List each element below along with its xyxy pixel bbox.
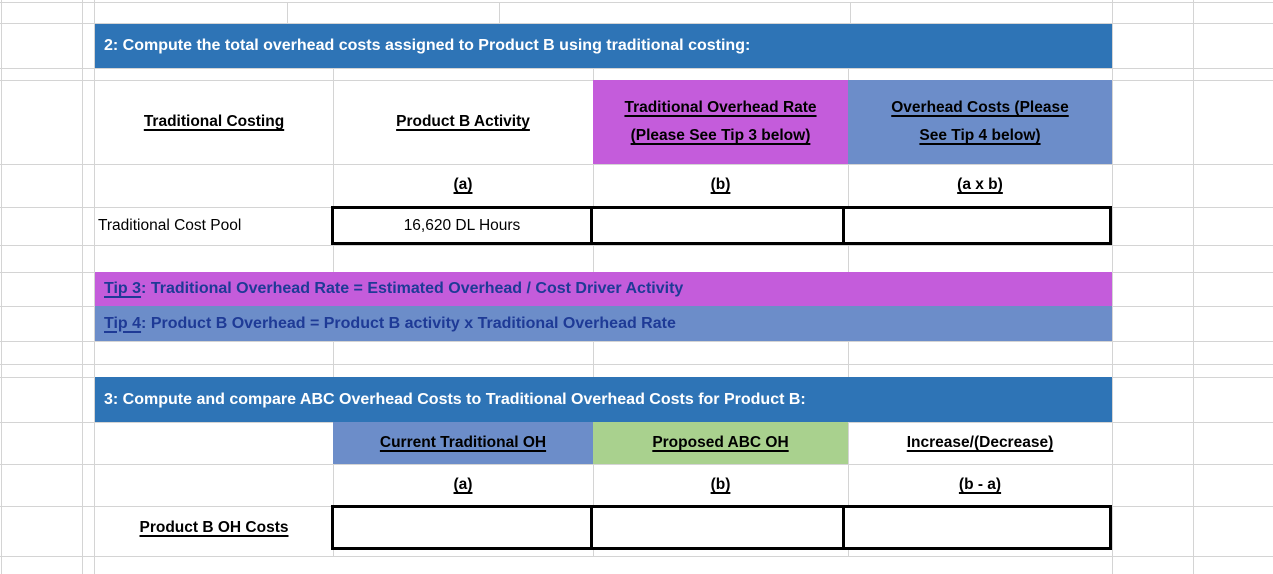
tip3-bar: Tip 3: Traditional Overhead Rate = Estim… [95, 272, 1112, 306]
tip4-text: : Product B Overhead = Product B activit… [141, 314, 676, 332]
tip3-label: Tip 3 [104, 280, 142, 297]
gridline [0, 23, 1273, 24]
formula-axb: (a x b) [848, 164, 1112, 206]
gridline [0, 556, 1273, 557]
row-label-text: Traditional Cost Pool [98, 216, 242, 234]
formula-b-minus-a: (b - a) [848, 464, 1112, 506]
cell-increase-decrease-input[interactable] [845, 508, 1109, 547]
cell-product-b-activity-value[interactable]: 16,620 DL Hours [334, 209, 593, 242]
section2-title: 2: Compute the total overhead costs assi… [104, 37, 751, 54]
section3-title-bar: 3: Compute and compare ABC Overhead Cost… [95, 377, 1112, 422]
tip4-label: Tip 4 [104, 314, 142, 332]
col-header-label: Increase/(Decrease) [906, 434, 1054, 452]
gridline [850, 2, 851, 23]
col-header-traditional-overhead-rate: Traditional Overhead Rate (Please See Ti… [593, 80, 848, 164]
section3-title: 3: Compute and compare ABC Overhead Cost… [104, 390, 806, 408]
formula-label: (a x b) [957, 176, 1003, 193]
col-header-product-b-activity: Product B Activity [333, 80, 593, 164]
col-header-label: Proposed ABC OH [652, 434, 789, 452]
section3-entry-row [331, 505, 1112, 550]
formula-label: (a) [453, 476, 473, 493]
col-header-increase-decrease: Increase/(Decrease) [848, 422, 1112, 464]
gridline [0, 364, 1273, 365]
gridline [0, 164, 1273, 165]
gridline [0, 2, 1273, 3]
gridline [94, 0, 95, 574]
col-header-label: Overhead Costs (Please See Tip 4 below) [891, 99, 1069, 144]
gridline [0, 245, 1273, 246]
gridline [82, 0, 83, 574]
gridline [1112, 0, 1113, 574]
col-header-label: Traditional Costing [143, 113, 285, 131]
activity-value-text: 16,620 DL Hours [403, 216, 521, 234]
col-header-overhead-costs: Overhead Costs (Please See Tip 4 below) [848, 80, 1112, 164]
formula-b-bottom: (b) [593, 464, 848, 506]
gridline [1, 0, 2, 574]
formula-label: (b - a) [958, 476, 1002, 493]
col-header-label: Traditional Overhead Rate (Please See Ti… [624, 99, 817, 144]
cell-overhead-costs-input[interactable] [845, 209, 1109, 242]
cell-current-traditional-oh-input[interactable] [334, 508, 593, 547]
gridline [0, 68, 1273, 69]
gridline [287, 2, 288, 23]
formula-label: (b) [710, 476, 731, 493]
gridline [1193, 0, 1194, 574]
formula-b: (b) [593, 164, 848, 206]
formula-label: (b) [710, 176, 731, 193]
col-header-label: Current Traditional OH [379, 434, 547, 452]
col-header-traditional-costing: Traditional Costing [95, 80, 333, 164]
col-header-proposed-abc-oh: Proposed ABC OH [593, 422, 848, 464]
gridline [0, 464, 1273, 465]
formula-a: (a) [333, 164, 593, 206]
cell-proposed-abc-oh-input[interactable] [593, 508, 845, 547]
cell-traditional-overhead-rate-input[interactable] [593, 209, 845, 242]
gridline [0, 341, 1273, 342]
section2-entry-row: 16,620 DL Hours [331, 206, 1112, 245]
tip4-bar: Tip 4: Product B Overhead = Product B ac… [95, 306, 1112, 341]
gridline [499, 2, 500, 23]
col-header-label: Product B Activity [396, 113, 530, 131]
row-label-text: Product B OH Costs [139, 518, 289, 536]
section2-title-bar: 2: Compute the total overhead costs assi… [95, 24, 1112, 68]
tip3-text: : Traditional Overhead Rate = Estimated … [141, 280, 684, 297]
row-label-product-b-oh-costs: Product B OH Costs [95, 505, 333, 550]
row-label-traditional-cost-pool: Traditional Cost Pool [98, 206, 331, 245]
formula-a-bottom: (a) [333, 464, 593, 506]
col-header-current-traditional-oh: Current Traditional OH [333, 422, 593, 464]
formula-label: (a) [453, 176, 473, 193]
